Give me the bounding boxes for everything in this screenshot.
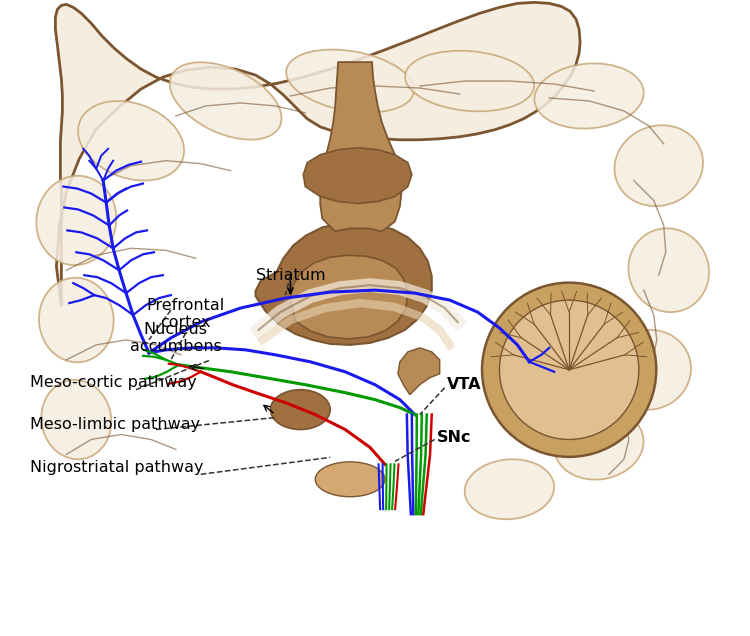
Text: Nigrostriatal pathway: Nigrostriatal pathway	[29, 460, 203, 475]
Ellipse shape	[482, 282, 656, 457]
Polygon shape	[398, 348, 439, 395]
Text: Nucleus
accumbens: Nucleus accumbens	[130, 322, 222, 354]
Ellipse shape	[405, 51, 534, 111]
Ellipse shape	[36, 176, 116, 265]
Polygon shape	[256, 223, 432, 345]
Text: Striatum: Striatum	[256, 268, 326, 283]
Polygon shape	[56, 3, 580, 306]
Polygon shape	[303, 148, 412, 204]
Ellipse shape	[170, 62, 281, 140]
Text: Prefrontal
cortex: Prefrontal cortex	[147, 298, 225, 331]
Ellipse shape	[271, 390, 330, 429]
Ellipse shape	[41, 380, 111, 459]
Ellipse shape	[535, 64, 644, 128]
Ellipse shape	[78, 101, 184, 181]
Text: Meso-cortic pathway: Meso-cortic pathway	[29, 375, 196, 391]
Polygon shape	[320, 62, 402, 232]
Ellipse shape	[500, 300, 639, 439]
Ellipse shape	[315, 462, 385, 497]
Text: VTA: VTA	[447, 377, 482, 392]
Ellipse shape	[286, 50, 414, 113]
Ellipse shape	[554, 409, 644, 480]
Ellipse shape	[465, 459, 554, 519]
Ellipse shape	[607, 330, 691, 410]
Ellipse shape	[628, 228, 709, 312]
Text: Meso-limbic pathway: Meso-limbic pathway	[29, 417, 200, 432]
Polygon shape	[290, 255, 408, 339]
Ellipse shape	[614, 125, 703, 206]
Ellipse shape	[39, 278, 114, 363]
Text: SNc: SNc	[436, 430, 471, 445]
